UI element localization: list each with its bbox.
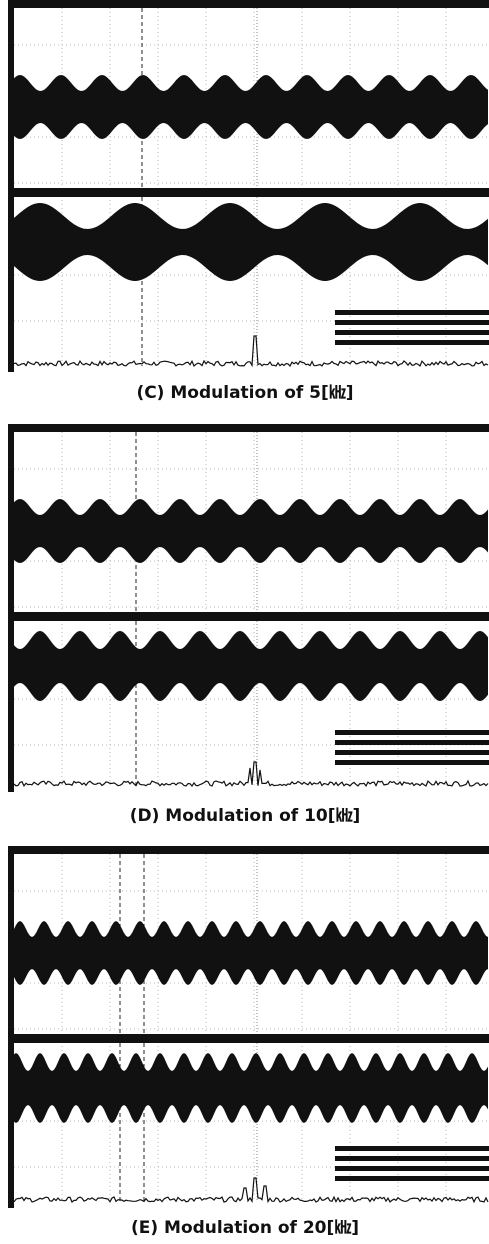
- frame-left: [8, 846, 14, 1208]
- separator: [14, 1034, 489, 1043]
- waveform: [14, 1053, 488, 1123]
- noise-trace: [13, 1177, 489, 1204]
- separator: [14, 612, 489, 621]
- frame-left: [8, 424, 14, 792]
- waveform: [14, 921, 488, 985]
- marker-bar: [335, 320, 489, 325]
- marker-bar: [335, 310, 489, 315]
- waveform: [14, 75, 488, 139]
- marker-bar: [335, 750, 489, 755]
- waveform: [14, 631, 488, 701]
- marker-bar: [335, 1146, 489, 1151]
- marker-bar: [335, 1156, 489, 1161]
- caption: (C) Modulation of 5[㎑]: [136, 383, 353, 403]
- caption: (D) Modulation of 10[㎑]: [130, 806, 361, 826]
- frame-left: [8, 0, 14, 372]
- marker-bar: [335, 730, 489, 735]
- caption: (E) Modulation of 20[㎑]: [131, 1218, 359, 1238]
- marker-bar: [335, 330, 489, 335]
- separator: [14, 188, 489, 197]
- marker-bar: [335, 340, 489, 345]
- frame-top: [8, 424, 489, 432]
- marker-bar: [335, 740, 489, 745]
- frame-top: [8, 0, 489, 8]
- marker-bar: [335, 1166, 489, 1171]
- waveform: [14, 203, 488, 281]
- noise-trace: [13, 761, 489, 788]
- waveform: [14, 499, 488, 563]
- marker-bar: [335, 760, 489, 765]
- noise-trace: [13, 335, 489, 368]
- frame-top: [8, 846, 489, 854]
- marker-bar: [335, 1176, 489, 1181]
